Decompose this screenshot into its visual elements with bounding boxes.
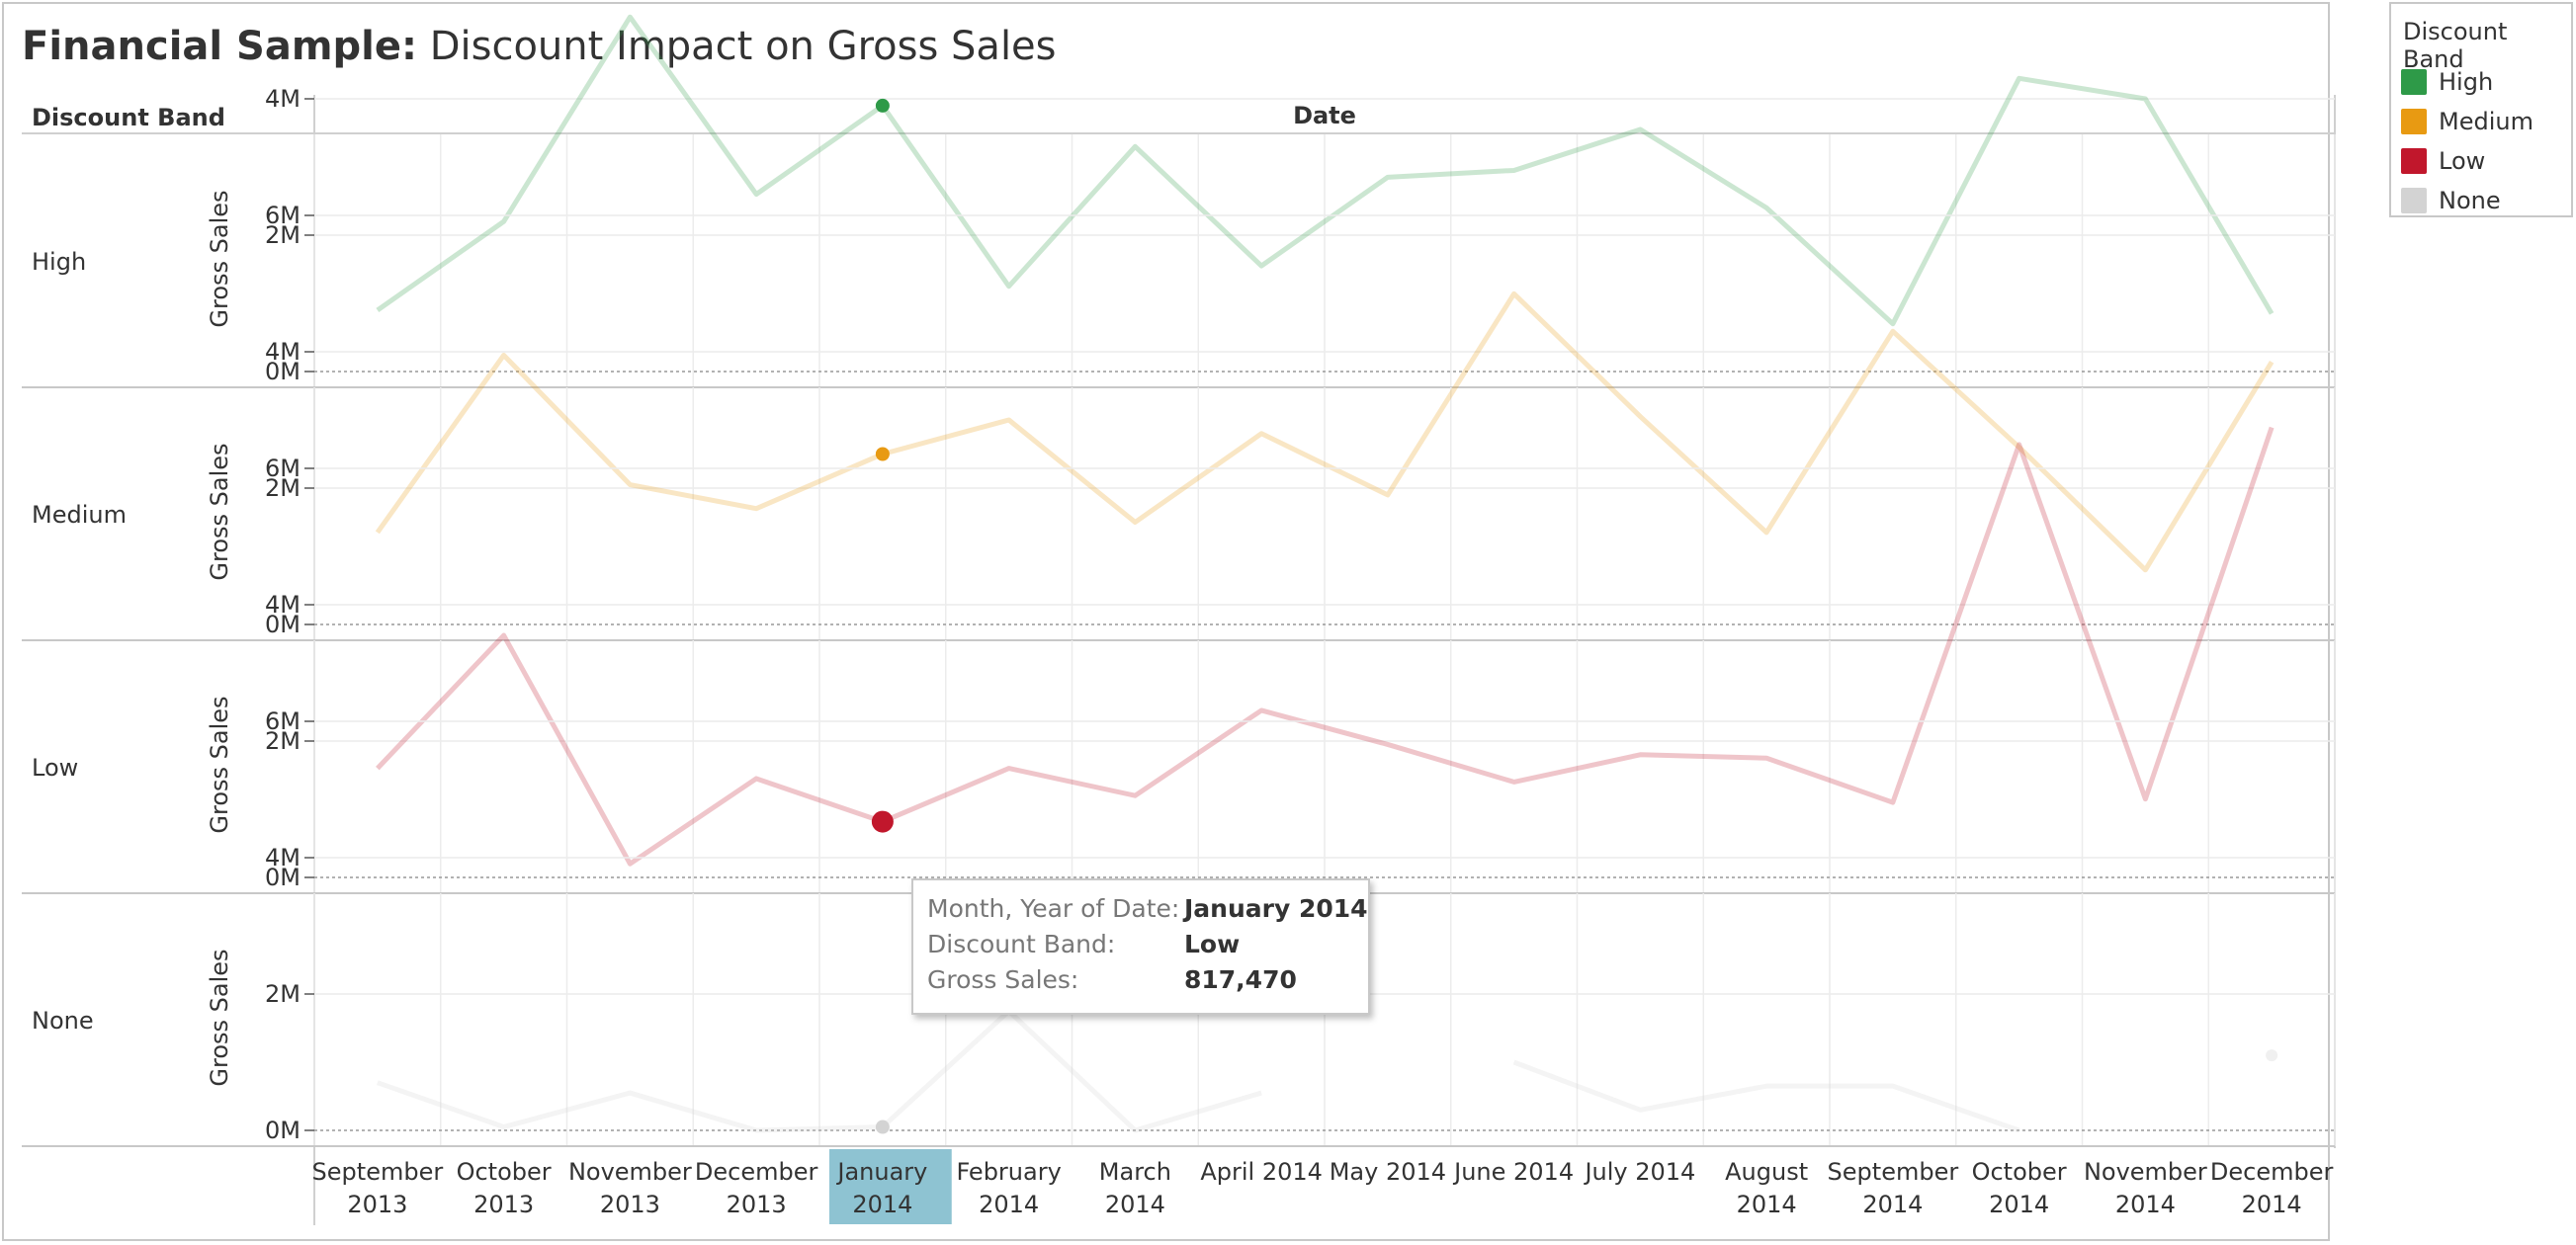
x-tick-label: November 2014: [2084, 1158, 2207, 1218]
chart: Discount Band Date 0M 2M 4M 6M High Gross Sales…: [22, 14, 2336, 1225]
highlight-mark-low: [871, 810, 894, 833]
y-tick-label: 6M: [265, 455, 301, 482]
tooltip-row-sales: Gross Sales: 817,470: [927, 965, 1297, 994]
row-header-label: Discount Band: [32, 104, 225, 131]
y-tick-label: 4M: [265, 591, 301, 619]
y-axis-title: Gross Sales: [206, 443, 233, 580]
row-label-low: Low: [32, 754, 78, 782]
x-tick-label: October 2014: [1972, 1158, 2067, 1218]
tooltip-key: Month, Year of Date:: [927, 894, 1180, 923]
series-point-none: [2266, 1049, 2278, 1062]
x-tick-label: October 2013: [457, 1158, 552, 1218]
tooltip-value: Low: [1184, 930, 1241, 958]
y-tick-label: 0M: [265, 358, 301, 385]
legend-swatch-low: [2401, 148, 2427, 174]
legend-swatch-medium: [2401, 109, 2427, 134]
series-line-high: [376, 14, 2275, 327]
y-tick-label: 4M: [265, 85, 301, 113]
highlight-mark-none: [875, 1120, 890, 1134]
y-tick-label: 0M: [265, 864, 301, 891]
row-label-medium: Medium: [32, 501, 127, 529]
y-tick-label: 6M: [265, 202, 301, 229]
x-tick-label: November 2013: [568, 1158, 692, 1218]
x-tick-label: August 2014: [1725, 1158, 1808, 1218]
x-tick-label: January 2014: [835, 1158, 927, 1218]
x-axis-highlight: [829, 1149, 952, 1224]
highlight-mark-high: [875, 98, 890, 113]
y-tick-label: 6M: [265, 707, 301, 735]
row-label-high: High: [32, 248, 86, 276]
tooltip: Month, Year of Date: January 2014 Discoun…: [911, 878, 1370, 1015]
x-tick-label: April 2014: [1200, 1158, 1323, 1186]
tooltip-value: January 2014: [1184, 894, 1368, 923]
legend-label-high: High: [2439, 68, 2494, 96]
legend-item-none[interactable]: None: [2401, 186, 2501, 215]
y-tick-label: 2M: [265, 474, 301, 502]
tooltip-key: Gross Sales:: [927, 965, 1079, 994]
x-tick-label: September 2014: [1828, 1158, 1959, 1218]
y-tick-label: 0M: [265, 611, 301, 638]
dashboard-frame: [2, 2, 2330, 1241]
y-tick-label: 4M: [265, 338, 301, 366]
legend-item-medium[interactable]: Medium: [2401, 107, 2533, 136]
y-tick-label: 0M: [265, 1117, 301, 1144]
legend-label-low: Low: [2439, 147, 2486, 175]
y-axis-title: Gross Sales: [206, 696, 233, 833]
tooltip-row-band: Discount Band: Low: [927, 930, 1240, 958]
row-label-none: None: [32, 1007, 94, 1035]
y-tick-label: 4M: [265, 844, 301, 872]
legend-label-none: None: [2439, 187, 2501, 214]
legend: Discount Band High Medium Low None: [2389, 2, 2573, 217]
series-line-medium: [375, 290, 2275, 573]
series-line-none: [377, 1008, 1262, 1133]
y-axis-title: Gross Sales: [206, 949, 233, 1086]
legend-title: Discount Band: [2403, 18, 2508, 73]
legend-label-medium: Medium: [2439, 108, 2533, 135]
y-axis-title: Gross Sales: [206, 190, 233, 327]
tooltip-key: Discount Band:: [927, 930, 1116, 958]
legend-item-low[interactable]: Low: [2401, 146, 2485, 176]
x-tick-label: May 2014: [1330, 1158, 1446, 1186]
page-title: Financial Sample: Discount Impact on Gro…: [22, 24, 1057, 69]
x-tick-label: February 2014: [956, 1158, 1061, 1218]
x-tick-label: December 2013: [695, 1158, 818, 1218]
x-tick-label: December 2014: [2210, 1158, 2334, 1218]
y-tick-label: 2M: [265, 727, 301, 755]
y-tick-label: 2M: [265, 980, 301, 1008]
series-line-low: [376, 426, 2275, 867]
y-tick-label: 2M: [265, 221, 301, 249]
x-tick-label: July 2014: [1583, 1158, 1695, 1186]
legend-item-high[interactable]: High: [2401, 67, 2493, 97]
legend-swatch-high: [2401, 69, 2427, 95]
tooltip-value: 817,470: [1184, 965, 1297, 994]
x-tick-label: September 2013: [312, 1158, 444, 1218]
tooltip-row-date: Month, Year of Date: January 2014: [927, 894, 1368, 923]
highlight-mark-medium: [875, 447, 890, 461]
x-tick-label: March 2014: [1099, 1158, 1171, 1218]
legend-swatch-none: [2401, 188, 2427, 213]
column-header-label: Date: [1293, 102, 1356, 129]
series-line-none: [1512, 1059, 2020, 1133]
x-tick-label: June 2014: [1452, 1158, 1574, 1186]
